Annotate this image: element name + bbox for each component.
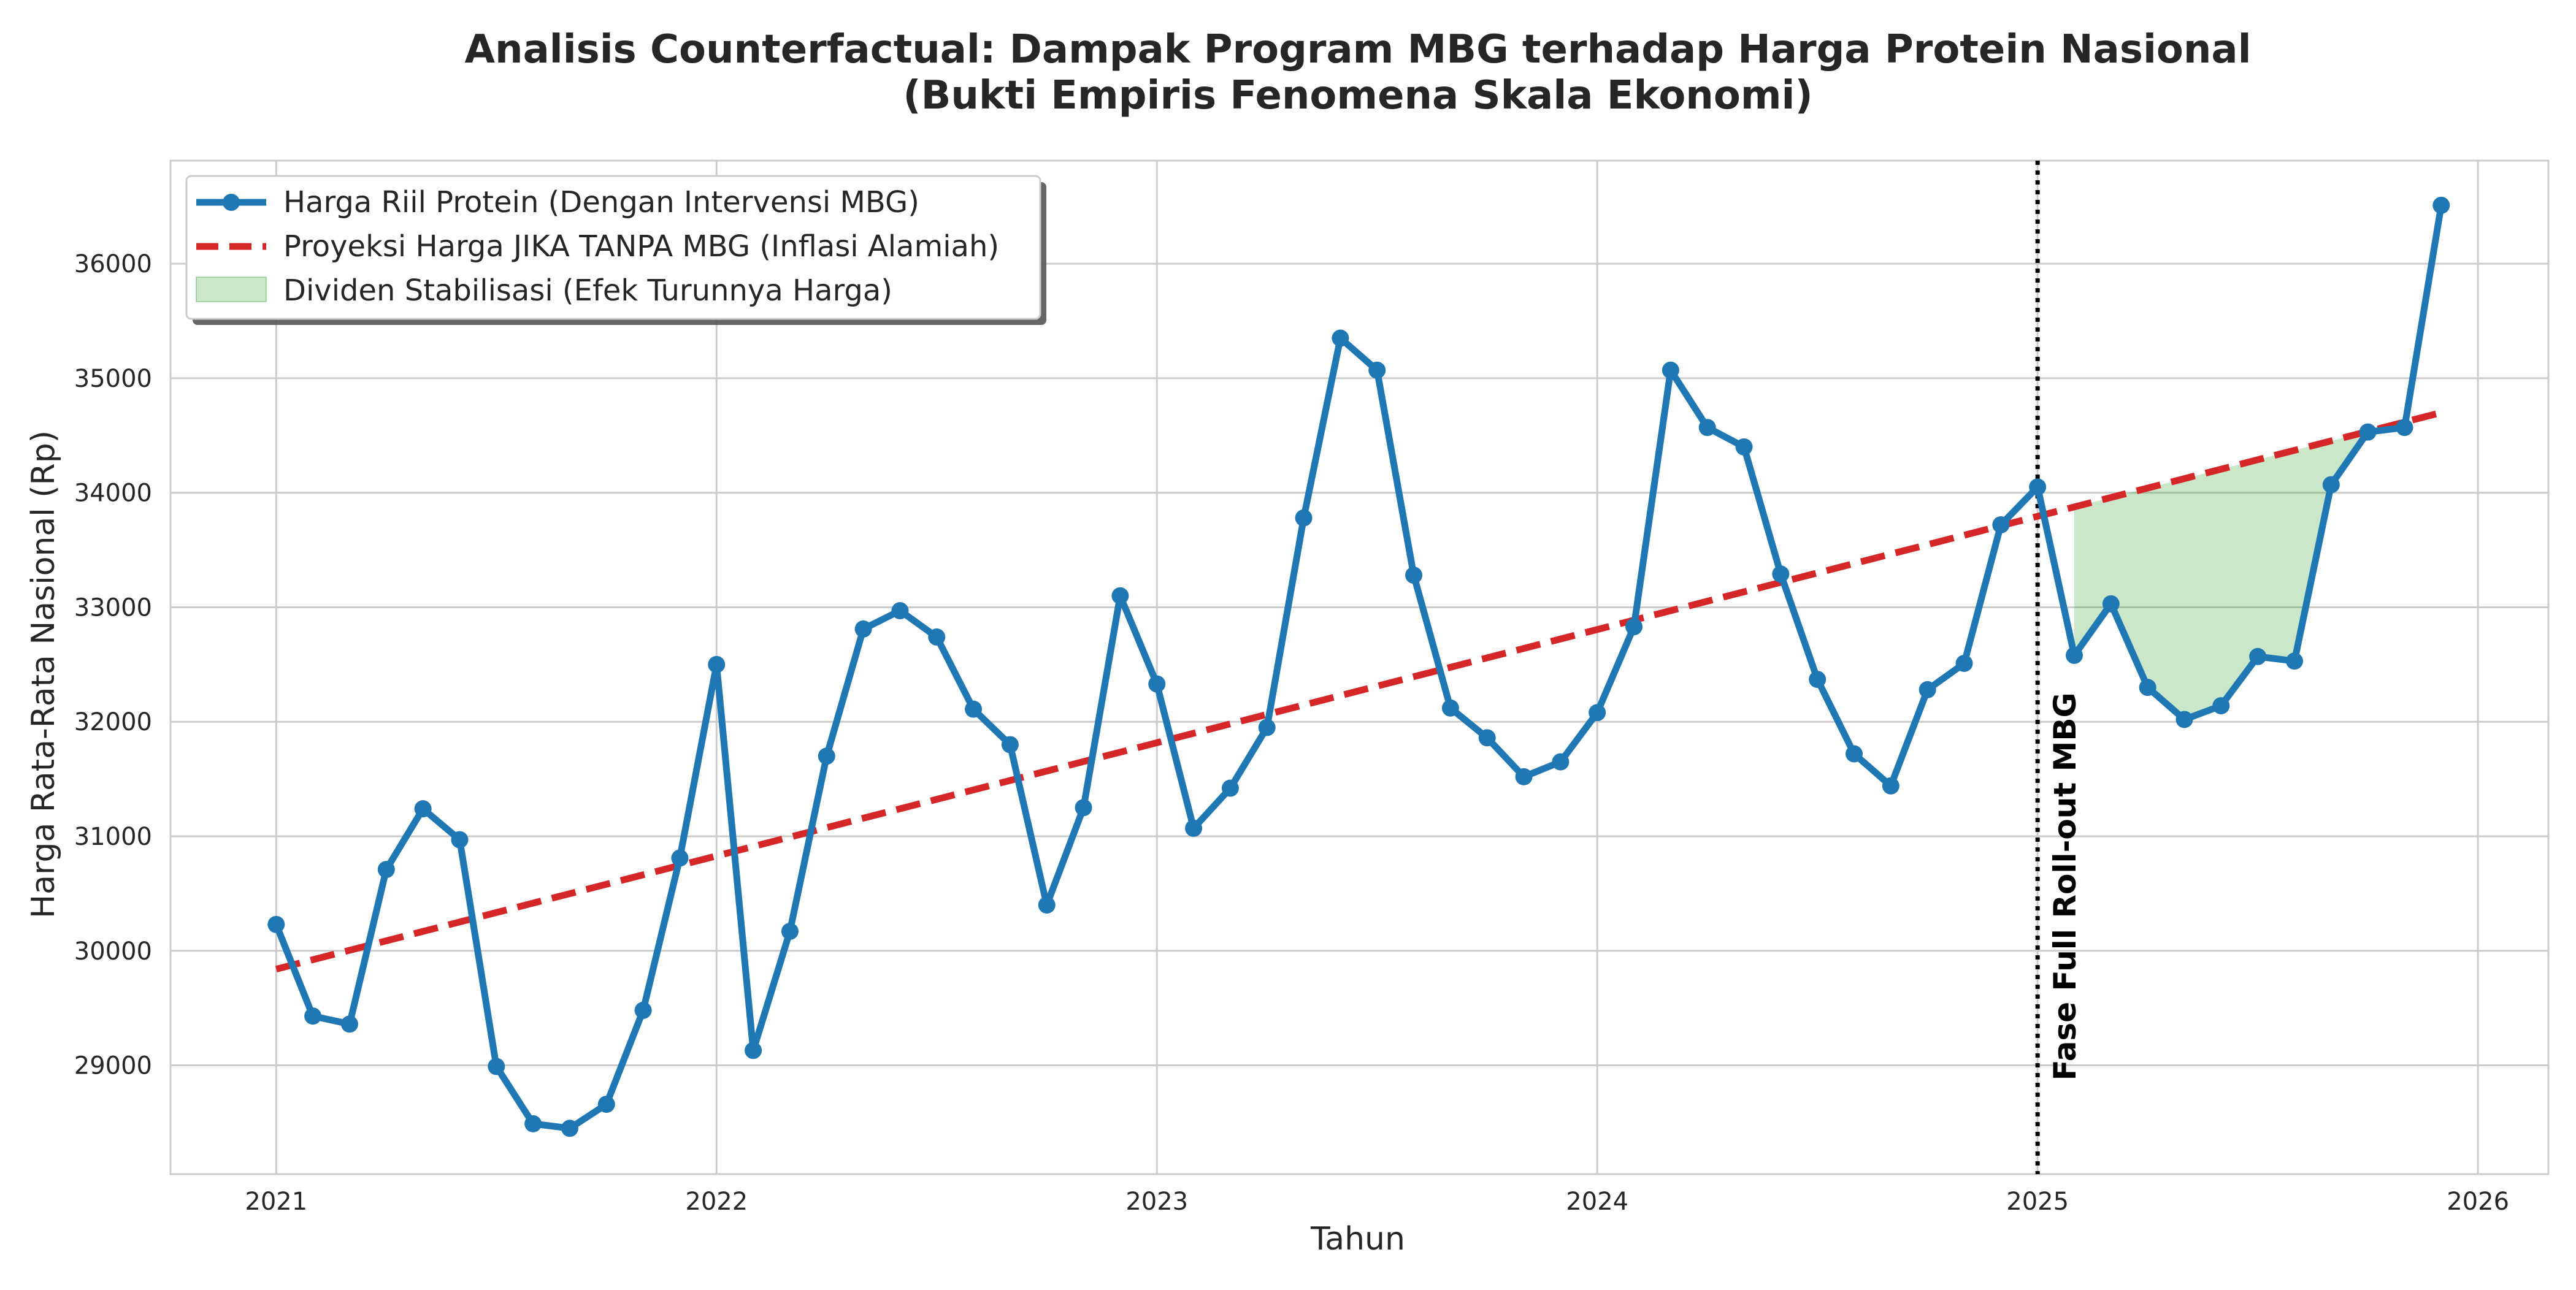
actual-price-point bbox=[1625, 618, 1643, 636]
legend-box bbox=[185, 175, 1041, 320]
actual-price-point bbox=[2396, 419, 2413, 437]
actual-price-point bbox=[854, 620, 872, 638]
legend: Harga Riil Protein (Dengan Intervensi MB… bbox=[185, 175, 1046, 325]
y-tick-label: 32000 bbox=[74, 708, 152, 736]
actual-price-point bbox=[1955, 654, 1973, 672]
actual-price-point bbox=[488, 1058, 505, 1075]
actual-price-point bbox=[745, 1042, 762, 1059]
x-tick-label: 2025 bbox=[2006, 1188, 2069, 1216]
plot-area: 2021 2022 2023 2024 2025 2026 29000 30000 31000 3… bbox=[74, 159, 2550, 1216]
actual-price-point bbox=[1075, 799, 1092, 817]
actual-price-point bbox=[2029, 478, 2047, 496]
actual-price-point bbox=[1992, 516, 2010, 533]
y-tick-label: 33000 bbox=[74, 593, 152, 622]
actual-price-point bbox=[2139, 679, 2156, 697]
legend-actual-label: Harga Riil Protein (Dengan Intervensi MB… bbox=[283, 185, 919, 219]
legend-fill-swatch bbox=[196, 277, 267, 302]
actual-price-point bbox=[708, 655, 726, 673]
plot-background bbox=[171, 161, 2548, 1174]
actual-price-point bbox=[1111, 587, 1129, 605]
actual-price-point bbox=[2065, 646, 2083, 664]
actual-price-point bbox=[1809, 671, 1827, 689]
actual-price-point bbox=[1148, 675, 1166, 693]
x-tick-label: 2026 bbox=[2447, 1188, 2509, 1216]
actual-price-point bbox=[1698, 419, 1716, 437]
legend-actual-marker-swatch bbox=[223, 194, 240, 211]
projection-line bbox=[275, 409, 2442, 972]
actual-price-point bbox=[524, 1115, 542, 1132]
x-axis-label: Tahun bbox=[1310, 1221, 1405, 1258]
actual-price-point bbox=[1735, 438, 1753, 456]
y-tick-label: 34000 bbox=[74, 479, 152, 508]
y-axis-label: Harga Rata-Rata Nasional (Rp) bbox=[25, 430, 62, 918]
actual-price-point bbox=[377, 861, 395, 879]
actual-price-point bbox=[2285, 652, 2303, 670]
rollout-annotation: Fase Full Roll-out MBG bbox=[2047, 692, 2083, 1080]
actual-price-point bbox=[2175, 711, 2193, 728]
y-tick-label: 29000 bbox=[74, 1052, 152, 1080]
actual-price-point bbox=[2102, 595, 2120, 613]
actual-price-point bbox=[340, 1015, 358, 1033]
actual-price-point bbox=[267, 915, 285, 933]
actual-price-line bbox=[273, 204, 2445, 1132]
chart-subtitle: (Bukti Empiris Fenomena Skala Ekonomi) bbox=[903, 73, 1812, 118]
actual-price-point bbox=[965, 700, 983, 718]
actual-price-point bbox=[2359, 423, 2377, 441]
actual-price-point bbox=[1662, 361, 1679, 379]
actual-price-point bbox=[2249, 647, 2267, 665]
actual-price-point bbox=[1258, 719, 1276, 736]
actual-price-point bbox=[1185, 819, 1203, 837]
x-tick-label: 2022 bbox=[685, 1188, 748, 1216]
y-tick-label: 36000 bbox=[74, 250, 152, 278]
actual-price-point bbox=[818, 747, 835, 765]
y-tick-label: 31000 bbox=[74, 823, 152, 851]
actual-price-point bbox=[561, 1120, 578, 1137]
actual-price-point bbox=[781, 923, 799, 941]
y-tick-label: 30000 bbox=[74, 937, 152, 966]
actual-price-point bbox=[2212, 697, 2230, 715]
chart-title: Analisis Counterfactual: Dampak Program … bbox=[464, 27, 2251, 72]
actual-price-point bbox=[1919, 681, 1936, 698]
actual-price-point bbox=[1221, 779, 1239, 797]
legend-projection-label: Proyeksi Harga JIKA TANPA MBG (Inflasi A… bbox=[283, 229, 999, 264]
actual-price-point bbox=[1478, 729, 1496, 747]
actual-price-point bbox=[1552, 753, 1570, 771]
actual-price-point bbox=[1515, 768, 1533, 785]
plot-frame bbox=[169, 159, 2550, 1175]
actual-price-point bbox=[891, 602, 909, 620]
actual-price-point bbox=[671, 849, 689, 867]
actual-price-point bbox=[451, 831, 469, 849]
actual-price-point bbox=[1295, 509, 1313, 527]
actual-price-point bbox=[2432, 196, 2450, 214]
actual-price-point bbox=[304, 1007, 322, 1025]
actual-price-point bbox=[1772, 565, 1790, 583]
actual-price-point bbox=[414, 800, 432, 818]
x-tick-label: 2023 bbox=[1125, 1188, 1188, 1216]
actual-price-point bbox=[1368, 361, 1386, 379]
y-tick-label: 35000 bbox=[74, 365, 152, 393]
actual-price-point bbox=[1882, 777, 1899, 795]
actual-price-point bbox=[1441, 699, 1459, 717]
stabilization-fill-area bbox=[2074, 422, 2405, 720]
actual-price-point bbox=[597, 1096, 615, 1113]
actual-price-point bbox=[2322, 476, 2340, 494]
actual-price-point bbox=[928, 628, 946, 646]
actual-price-point bbox=[634, 1001, 652, 1019]
actual-price-point bbox=[1405, 567, 1423, 584]
actual-price-point bbox=[1038, 896, 1056, 914]
actual-price-point bbox=[1846, 745, 1863, 763]
actual-price-point bbox=[1332, 329, 1349, 347]
legend-fill-label: Dividen Stabilisasi (Efek Turunnya Harga… bbox=[283, 273, 892, 308]
x-tick-label: 2021 bbox=[245, 1188, 307, 1216]
actual-price-point bbox=[1001, 736, 1019, 754]
x-tick-label: 2024 bbox=[1566, 1188, 1628, 1216]
actual-price-point bbox=[1589, 704, 1606, 722]
